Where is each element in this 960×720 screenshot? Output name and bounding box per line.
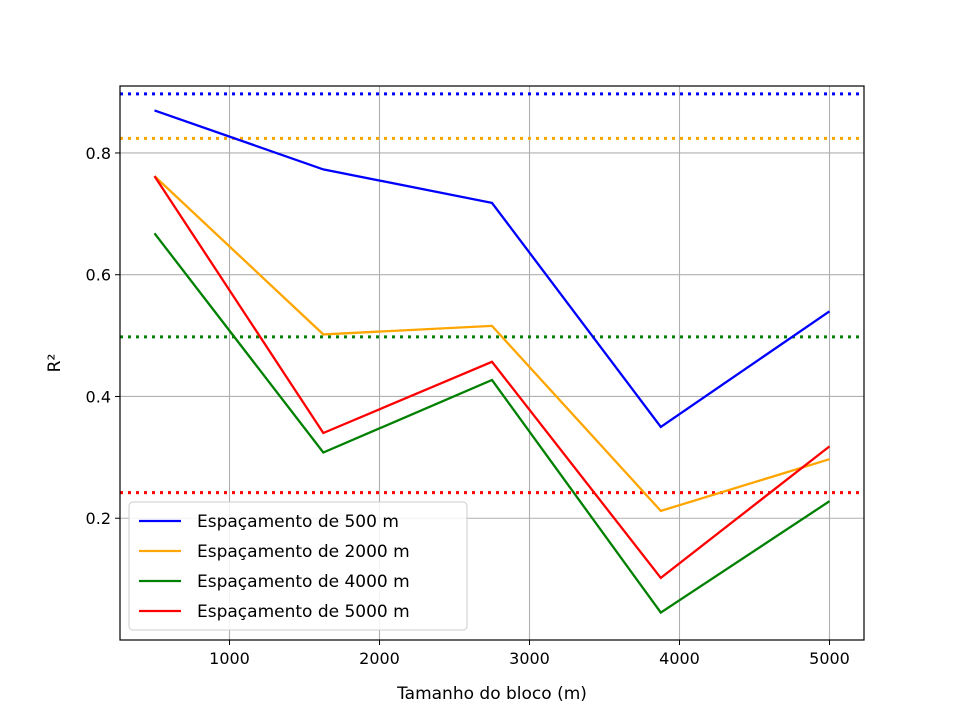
x-tick-label: 1000: [209, 649, 250, 668]
series-line: [153, 175, 831, 580]
y-tick-label: 0.4: [86, 387, 111, 406]
data-series: [153, 109, 831, 615]
x-axis-ticks: 1000 2000 3000 4000 5000: [209, 640, 850, 668]
y-tick-label: 0.2: [86, 509, 111, 528]
plot-frame: [119, 85, 865, 641]
legend: Espaçamento de 500 m Espaçamento de 2000 …: [128, 501, 468, 631]
x-axis-label: Tamanho do bloco (m): [396, 684, 587, 704]
legend-label: Espaçamento de 4000 m: [197, 572, 410, 592]
legend-label: Espaçamento de 2000 m: [197, 542, 410, 562]
series-line: [153, 175, 830, 513]
y-tick-label: 0.6: [86, 266, 111, 285]
x-tick-label: 4000: [659, 649, 700, 668]
x-tick-label: 3000: [509, 649, 550, 668]
legend-label: Espaçamento de 5000 m: [197, 602, 410, 622]
y-tick-label: 0.8: [86, 144, 111, 163]
series-line: [154, 109, 831, 429]
legend-box: [128, 501, 468, 631]
x-tick-label: 2000: [359, 649, 400, 668]
legend-label: Espaçamento de 500 m: [197, 512, 399, 532]
y-axis-ticks: 0.2 0.4 0.6 0.8: [86, 144, 120, 528]
y-axis-label: R²: [45, 354, 65, 373]
series-line: [153, 232, 831, 615]
x-tick-label: 5000: [809, 649, 850, 668]
